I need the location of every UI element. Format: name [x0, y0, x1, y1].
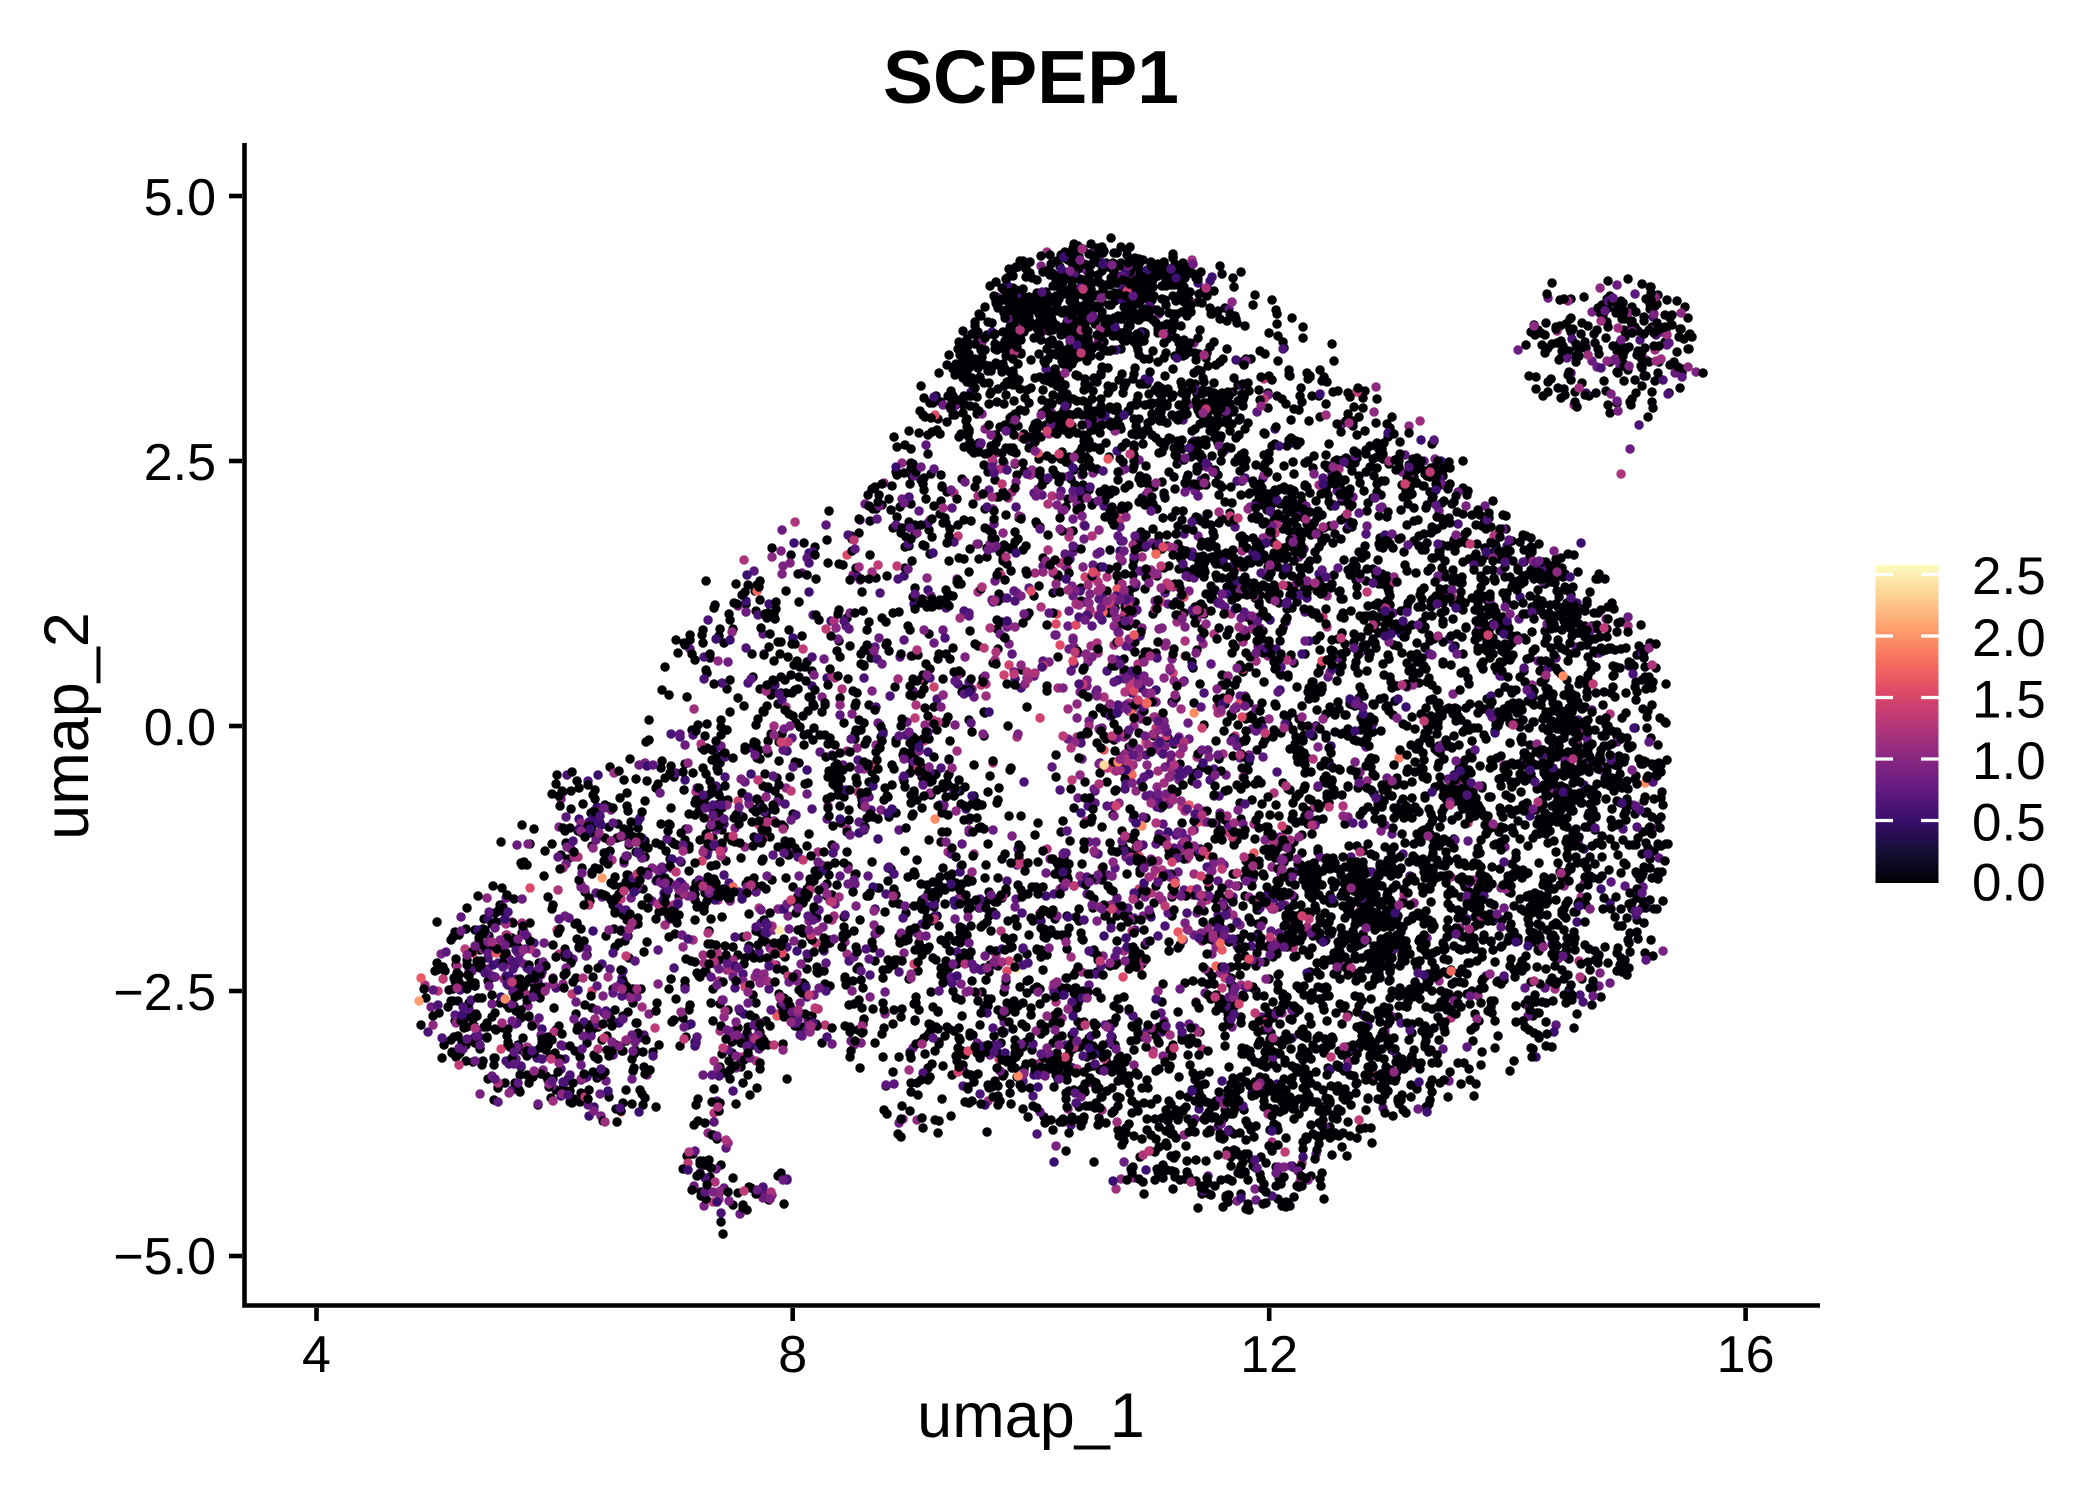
- svg-text:8: 8: [778, 1326, 807, 1384]
- svg-text:1.5: 1.5: [1972, 671, 2046, 730]
- svg-text:0.5: 0.5: [1972, 794, 2046, 853]
- svg-text:−5.0: −5.0: [113, 1228, 216, 1286]
- svg-text:0.0: 0.0: [144, 699, 216, 757]
- svg-text:16: 16: [1717, 1326, 1775, 1384]
- svg-text:umap_2: umap_2: [32, 612, 102, 840]
- svg-text:0.0: 0.0: [1972, 854, 2046, 913]
- svg-text:4: 4: [302, 1326, 331, 1384]
- svg-text:−2.5: −2.5: [113, 964, 216, 1022]
- svg-text:2.5: 2.5: [144, 434, 216, 492]
- svg-text:12: 12: [1240, 1326, 1298, 1384]
- svg-text:umap_1: umap_1: [917, 1381, 1145, 1451]
- svg-text:2.5: 2.5: [1972, 547, 2046, 606]
- svg-text:5.0: 5.0: [144, 169, 216, 227]
- svg-text:1.0: 1.0: [1972, 732, 2046, 791]
- svg-text:SCPEP1: SCPEP1: [883, 35, 1179, 119]
- svg-text:2.0: 2.0: [1972, 609, 2046, 668]
